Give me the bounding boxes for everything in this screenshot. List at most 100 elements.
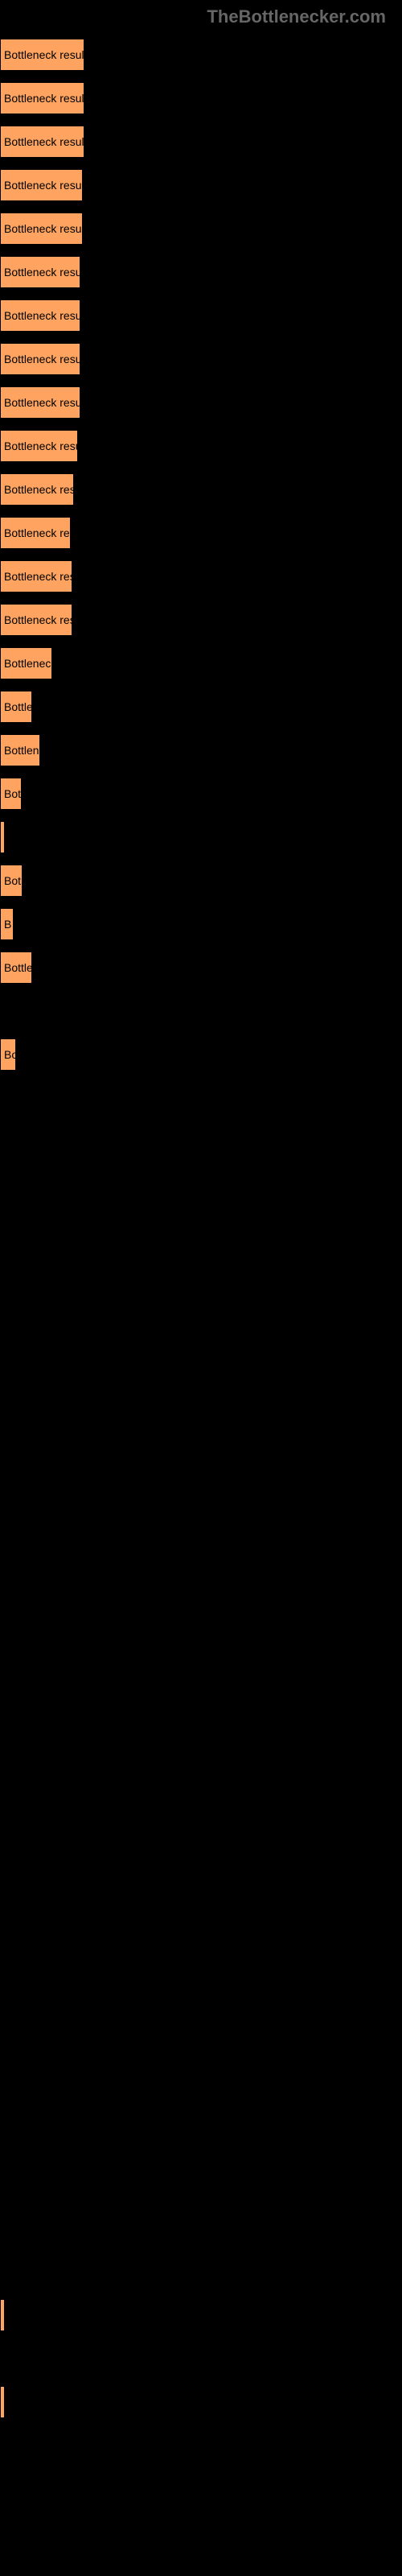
bar-row <box>0 1082 402 1114</box>
bar: Bottleneck result <box>0 82 84 114</box>
bar-label: Bot <box>4 874 21 887</box>
bar: Bottle <box>0 691 32 723</box>
bar: Bottleneck res <box>0 517 71 549</box>
bar-row <box>0 1821 402 1853</box>
bar: Bottleneck <box>0 647 52 679</box>
bar: Bottleneck result <box>0 169 83 201</box>
bar-row: Bottleneck result <box>0 82 402 114</box>
bar: Bottleneck result <box>0 343 80 375</box>
bar-row: Bottle <box>0 691 402 723</box>
bar-label: Bottlene <box>4 744 40 757</box>
bar-row: Bottleneck result <box>0 299 402 332</box>
bar-row: Bottleneck res <box>0 604 402 636</box>
bar-row <box>0 2125 402 2157</box>
bar-row <box>0 2256 402 2288</box>
bar-row <box>0 1690 402 1723</box>
bar <box>0 821 5 853</box>
bar-label: Bottleneck result <box>4 440 78 452</box>
bar-row <box>0 2473 402 2505</box>
bar-row: Bot <box>0 778 402 810</box>
bar-row <box>0 2038 402 2070</box>
bar-row <box>0 1734 402 1766</box>
bar-row <box>0 2343 402 2375</box>
bar: Bot <box>0 778 22 810</box>
bar-row <box>0 2429 402 2462</box>
bar-label: Bottleneck result <box>4 135 84 148</box>
bar-row <box>0 1169 402 1201</box>
bar: Bottleneck result <box>0 213 83 245</box>
bar-label: Bottleneck res <box>4 613 72 626</box>
bar: Bottle <box>0 952 32 984</box>
site-title: TheBottlenecker.com <box>207 6 386 27</box>
bar-row <box>0 1125 402 1158</box>
bar: Bottlene <box>0 734 40 766</box>
bar: Bottleneck res <box>0 560 72 592</box>
bar-row <box>0 1343 402 1375</box>
bar-label: Bottleneck result <box>4 353 80 365</box>
bar-row: Bottleneck result <box>0 126 402 158</box>
bar-row <box>0 2299 402 2331</box>
bar-row <box>0 2082 402 2114</box>
bar-label: Bottleneck <box>4 657 52 670</box>
bar: Bottleneck result <box>0 126 84 158</box>
bar-row <box>0 1430 402 1462</box>
bar-chart: Bottleneck result Bottleneck result Bottle… <box>0 31 402 2505</box>
bar: Bottleneck result <box>0 39 84 71</box>
bar: Bottleneck result <box>0 299 80 332</box>
bar-row <box>0 1995 402 2027</box>
bar-row <box>0 1560 402 1592</box>
bar-row: B <box>0 908 402 940</box>
bar-label: Bottleneck result <box>4 179 83 192</box>
bar-label: Bottle <box>4 961 32 974</box>
bar: B <box>0 908 14 940</box>
bar-row <box>0 1473 402 1505</box>
bar-row: Bottleneck res <box>0 560 402 592</box>
bar-row <box>0 1864 402 1897</box>
bar-row <box>0 2386 402 2418</box>
bar: Bottleneck result <box>0 386 80 419</box>
bar-label: Bottleneck result <box>4 92 84 105</box>
bar-row: Bottleneck result <box>0 343 402 375</box>
bar-label: Bottleneck result <box>4 266 80 279</box>
bar: Bot <box>0 865 23 897</box>
bar-row: Bottleneck result <box>0 213 402 245</box>
bar-row <box>0 1647 402 1679</box>
bar <box>0 2299 5 2331</box>
bar-row: Bottleneck resu <box>0 473 402 506</box>
bar-row: Bottleneck result <box>0 169 402 201</box>
bar-label: Bottleneck res <box>4 526 71 539</box>
bar-label: Bottleneck result <box>4 222 83 235</box>
bar: Bottleneck resu <box>0 473 74 506</box>
bar-row <box>0 995 402 1027</box>
bar-label: Bottleneck res <box>4 570 72 583</box>
bar-row: Bottleneck result <box>0 430 402 462</box>
bar-row <box>0 1604 402 1636</box>
bar-row: Bottleneck result <box>0 256 402 288</box>
bar-row <box>0 1299 402 1331</box>
bar-row <box>0 2169 402 2201</box>
bar-row: Bottleneck result <box>0 386 402 419</box>
bar-row: Bottleneck <box>0 647 402 679</box>
bar-row <box>0 1908 402 1940</box>
bar-row: Bottleneck res <box>0 517 402 549</box>
bar-row <box>0 2212 402 2244</box>
bar: Bottleneck result <box>0 430 78 462</box>
bar-row <box>0 1212 402 1245</box>
bar-row <box>0 1777 402 1810</box>
bar-row: Bottlene <box>0 734 402 766</box>
bar-label: Bo <box>4 1048 16 1061</box>
bar-row: Bo <box>0 1038 402 1071</box>
site-header: TheBottlenecker.com <box>0 0 402 31</box>
bar: Bottleneck res <box>0 604 72 636</box>
bar-label: Bottle <box>4 700 32 713</box>
bar: Bo <box>0 1038 16 1071</box>
bar-label: Bottleneck resu <box>4 483 74 496</box>
bar-label: Bottleneck result <box>4 48 84 61</box>
bar-label: Bot <box>4 787 21 800</box>
bar-row <box>0 1386 402 1418</box>
bar-label: B <box>4 918 11 931</box>
bar-row <box>0 1517 402 1549</box>
bar <box>0 2386 5 2418</box>
bar-label: Bottleneck result <box>4 396 80 409</box>
bar-row: Bottle <box>0 952 402 984</box>
